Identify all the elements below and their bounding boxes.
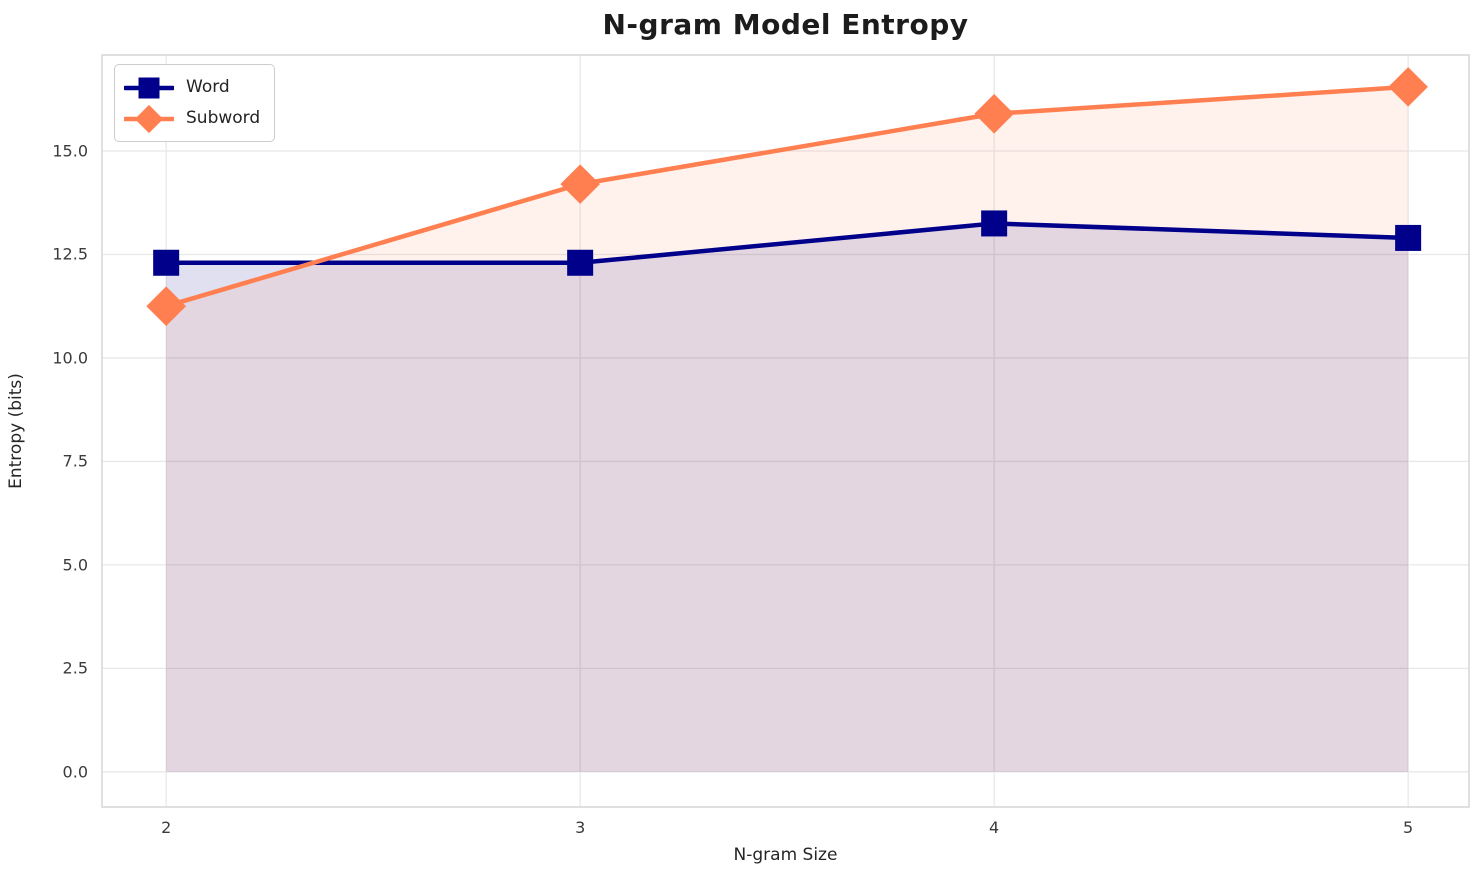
series-word-square-marker-icon	[153, 249, 180, 276]
series-subword-diamond-marker-icon	[974, 93, 1014, 134]
y-tick-label: 5.0	[62, 555, 88, 575]
series-subword-line	[163, 84, 1411, 309]
legend-square-marker-icon	[138, 77, 160, 98]
legend-label: Subword	[186, 108, 261, 128]
plot-border	[101, 54, 1470, 808]
series-subword-diamond-marker-icon	[560, 164, 600, 204]
series-word-square-marker-icon	[567, 249, 594, 276]
y-tick-label: 10.0	[52, 348, 88, 368]
y-tick-label: 0.0	[62, 762, 88, 782]
series-word-area-fill	[166, 223, 1409, 772]
series-word-square-marker-icon	[1395, 224, 1422, 251]
legend: Word Subword	[114, 64, 276, 142]
x-tick-label: 5	[1403, 818, 1414, 837]
y-tick-label: 2.5	[62, 658, 88, 678]
y-tick-label: 7.5	[62, 451, 88, 471]
y-tick-label: 15.0	[52, 141, 88, 161]
legend-item-word: Word	[124, 72, 260, 103]
series-subword-area-fill	[166, 86, 1409, 772]
legend-item-subword: Subword	[124, 103, 260, 134]
x-tick-label: 3	[575, 818, 586, 837]
legend-swatch	[124, 77, 174, 98]
x-tick-label: 2	[161, 818, 172, 837]
series-word-square-marker-icon	[981, 210, 1008, 237]
chart-title: N-gram Model Entropy	[602, 8, 969, 41]
y-axis-label-text: Entropy (bits)	[6, 373, 26, 489]
series-word-line	[163, 221, 1411, 266]
legend-diamond-marker-icon	[134, 104, 164, 133]
x-tick-label: 4	[989, 818, 1000, 837]
legend-swatch	[124, 104, 174, 133]
legend-label: Word	[186, 77, 230, 97]
y-tick-label: 12.5	[52, 244, 88, 264]
x-axis-label: N-gram Size	[733, 845, 838, 865]
